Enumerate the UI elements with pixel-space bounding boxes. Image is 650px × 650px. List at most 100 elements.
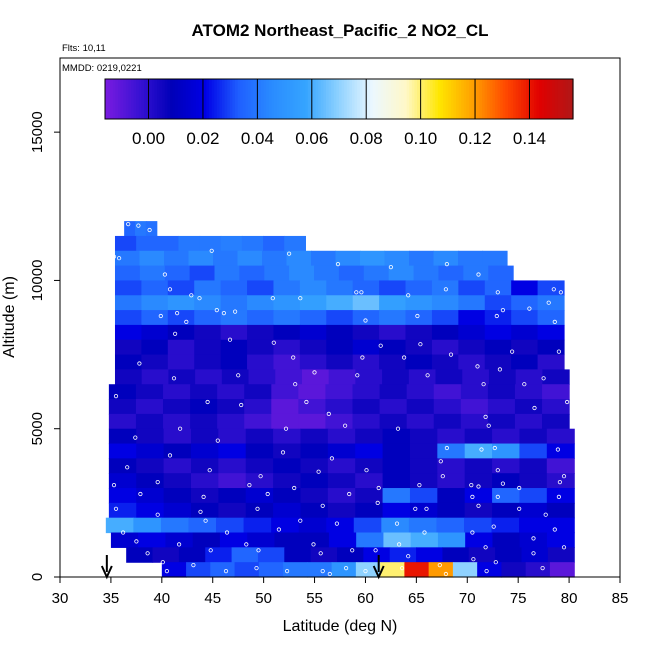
heat-cell bbox=[437, 428, 466, 445]
heat-cell bbox=[511, 295, 539, 311]
heat-cell bbox=[335, 250, 361, 267]
colorbar-frame bbox=[104, 78, 574, 120]
x-tick-label: 65 bbox=[408, 590, 425, 607]
heat-cell bbox=[163, 413, 191, 430]
heat-cell bbox=[380, 562, 405, 578]
heat-cell bbox=[492, 502, 521, 519]
heat-cell bbox=[458, 339, 486, 356]
sample-point bbox=[396, 542, 402, 547]
heat-cell bbox=[327, 473, 356, 489]
heat-cell bbox=[437, 443, 466, 459]
heat-cell bbox=[433, 413, 462, 430]
heat-cell bbox=[326, 324, 354, 341]
heat-cell bbox=[352, 310, 380, 326]
sample-point bbox=[280, 450, 286, 455]
colorbar-tick-label: 0.00 bbox=[132, 129, 165, 148]
heat-cell bbox=[220, 310, 248, 326]
heat-cell bbox=[381, 517, 410, 534]
heat-cell bbox=[220, 280, 248, 296]
colorbar-segment bbox=[183, 79, 187, 119]
heat-cell bbox=[152, 547, 180, 563]
heat-cell bbox=[299, 310, 327, 326]
colorbar-segment bbox=[367, 79, 371, 119]
colorbar-segment bbox=[521, 79, 525, 119]
sample-point bbox=[448, 352, 454, 357]
heat-cell bbox=[271, 517, 300, 534]
colorbar-segment bbox=[276, 79, 280, 119]
colorbar-segment bbox=[427, 79, 431, 119]
heat-cell bbox=[190, 458, 219, 474]
colorbar-segment bbox=[112, 79, 116, 119]
colorbar-tick-label: 0.08 bbox=[350, 129, 383, 148]
colorbar-segment bbox=[266, 79, 270, 119]
heat-cell bbox=[379, 354, 407, 370]
colorbar-segment bbox=[271, 79, 275, 119]
sample-point bbox=[155, 479, 160, 485]
sample-point bbox=[316, 469, 321, 474]
heat-cell bbox=[195, 369, 223, 385]
heat-cell bbox=[163, 458, 192, 474]
sample-point bbox=[136, 223, 141, 228]
heat-cell bbox=[458, 324, 486, 341]
sample-point bbox=[395, 426, 401, 431]
sample-point bbox=[495, 494, 500, 499]
heat-cell bbox=[408, 250, 435, 267]
colorbar-segment bbox=[281, 79, 285, 119]
sample-point bbox=[494, 313, 499, 319]
sample-point bbox=[160, 560, 165, 565]
colorbar-segment bbox=[544, 79, 548, 119]
sample-point bbox=[378, 343, 383, 348]
heat-cell bbox=[245, 488, 274, 504]
heat-cell bbox=[352, 413, 381, 430]
colorbar-segment bbox=[482, 79, 486, 119]
heat-cell bbox=[547, 547, 575, 563]
heat-cell bbox=[164, 265, 191, 282]
heat-cell bbox=[218, 443, 247, 459]
heat-cell bbox=[108, 502, 137, 519]
heat-cell bbox=[186, 562, 211, 578]
colorbar-segment bbox=[502, 79, 506, 119]
heat-cell bbox=[163, 502, 192, 519]
colorbar-segment bbox=[409, 79, 413, 119]
heat-cell bbox=[114, 235, 137, 252]
colorbar-segment bbox=[476, 79, 480, 119]
sample-point bbox=[113, 393, 119, 399]
colorbar-segment bbox=[534, 79, 538, 119]
heat-cell bbox=[379, 280, 407, 296]
heat-cell bbox=[163, 473, 192, 489]
sample-point bbox=[444, 261, 449, 267]
colorbar-segment bbox=[513, 79, 517, 119]
colorbar-segment bbox=[229, 79, 233, 119]
heat-cell bbox=[114, 310, 142, 326]
sample-point bbox=[476, 272, 481, 277]
colorbar-segment bbox=[393, 79, 397, 119]
heat-cell bbox=[299, 354, 327, 370]
sample-point bbox=[292, 485, 297, 491]
sample-point bbox=[244, 542, 249, 547]
sample-point bbox=[320, 503, 325, 508]
sample-point bbox=[320, 568, 325, 574]
heat-cell bbox=[245, 502, 274, 519]
heat-cell bbox=[458, 295, 486, 311]
sample-point bbox=[486, 423, 491, 428]
sample-point bbox=[543, 512, 548, 517]
heat-cell bbox=[404, 562, 430, 578]
sample-point bbox=[121, 530, 126, 535]
heat-cell bbox=[114, 250, 141, 267]
sample-point bbox=[158, 313, 163, 319]
heat-cell bbox=[514, 399, 543, 415]
heat-cell bbox=[458, 310, 486, 326]
heat-cell bbox=[141, 369, 169, 385]
sample-point bbox=[167, 287, 173, 292]
colorbar-segment bbox=[250, 79, 254, 119]
heat-cell bbox=[514, 384, 543, 400]
colorbar-segment bbox=[162, 79, 166, 119]
heat-cell bbox=[299, 295, 327, 311]
heat-cell bbox=[511, 339, 539, 356]
heat-cell bbox=[271, 384, 299, 400]
colorbar-segment bbox=[471, 79, 475, 119]
colorbar-segment bbox=[287, 79, 291, 119]
heat-cell bbox=[352, 354, 380, 370]
colorbar-segment bbox=[320, 79, 324, 119]
sample-point bbox=[399, 565, 405, 571]
